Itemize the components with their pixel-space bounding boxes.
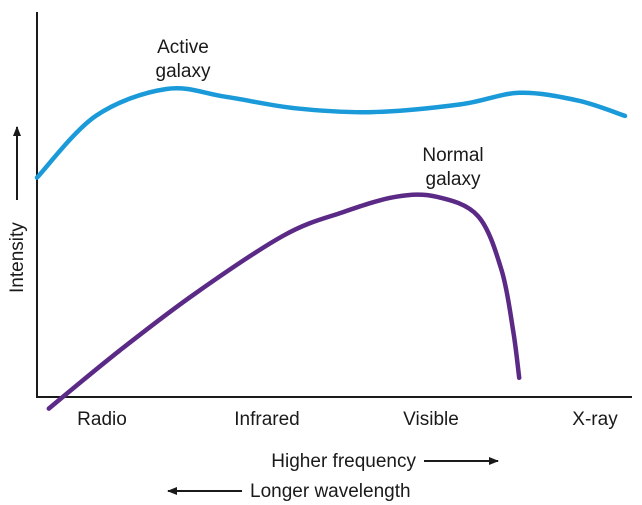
normal-galaxy-label-line2: galaxy (426, 169, 481, 190)
active-galaxy-label-line2: galaxy (156, 61, 211, 82)
x-axis-label-secondary: Longer wavelength (250, 481, 411, 502)
tick-label-infrared: Infrared (234, 409, 299, 430)
active-galaxy-line (34, 86, 628, 180)
tick-label-visible: Visible (403, 409, 459, 430)
x-axis-label: Higher frequency (271, 451, 416, 472)
y-axis-label: Intensity (7, 222, 28, 293)
normal-galaxy-line (46, 192, 522, 411)
tick-label-radio: Radio (77, 409, 127, 430)
tick-label-xray: X-ray (572, 409, 618, 430)
active-galaxy-label-line1: Active (157, 37, 209, 58)
normal-galaxy-label-line1: Normal (422, 145, 483, 166)
